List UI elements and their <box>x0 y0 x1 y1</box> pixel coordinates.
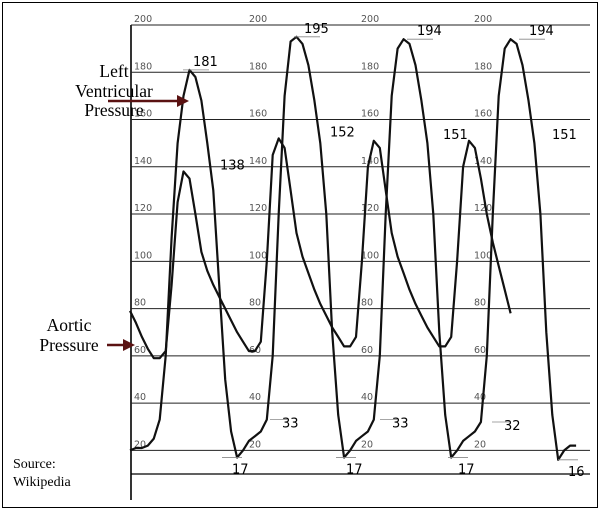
y-tick-label: 120 <box>361 203 379 214</box>
y-tick-label: 160 <box>249 109 267 120</box>
lv-peak-label: 181 <box>193 55 218 70</box>
y-tick-label: 100 <box>474 250 492 261</box>
minimum-pressure-label: 17 <box>346 462 363 477</box>
y-tick-label: 80 <box>474 298 486 309</box>
y-tick-label: 200 <box>249 14 267 25</box>
lv-peak-label: 194 <box>417 24 442 39</box>
y-tick-label: 20 <box>249 439 261 450</box>
y-tick-label: 80 <box>249 298 261 309</box>
minimum-pressure-label: 17 <box>458 462 475 477</box>
lv-label-line-3: Pressure <box>55 101 173 121</box>
y-tick-label: 160 <box>361 109 379 120</box>
aortic-pressure-line <box>130 138 511 358</box>
y-tick-label: 180 <box>361 61 379 72</box>
y-tick-label: 60 <box>134 345 146 356</box>
y-tick-label: 100 <box>249 250 267 261</box>
aortic-pressure-label: Aortic Pressure <box>14 316 124 355</box>
y-tick-label: 60 <box>474 345 486 356</box>
ao-label-line-2: Pressure <box>14 336 124 356</box>
minimum-pressure-label: 16 <box>568 465 585 480</box>
y-tick-label: 40 <box>249 392 261 403</box>
y-tick-label: 120 <box>134 203 152 214</box>
source-label: Source: <box>13 456 71 474</box>
y-tick-label: 200 <box>361 14 379 25</box>
aortic-peak-label: 151 <box>552 128 577 143</box>
end-diastolic-label: 33 <box>392 417 409 432</box>
y-tick-label: 200 <box>474 14 492 25</box>
y-tick-label: 200 <box>134 14 152 25</box>
source-note: Source: Wikipedia <box>13 456 71 491</box>
aortic-peak-label: 138 <box>220 159 245 174</box>
y-tick-label: 60 <box>361 345 373 356</box>
minimum-pressure-label: 17 <box>232 462 249 477</box>
y-tick-label: 120 <box>474 203 492 214</box>
lv-peak-label: 195 <box>304 22 329 37</box>
end-diastolic-label: 32 <box>504 419 521 434</box>
end-diastolic-label: 33 <box>282 417 299 432</box>
y-tick-label: 20 <box>361 439 373 450</box>
aortic-peak-label: 151 <box>443 128 468 143</box>
y-tick-label: 20 <box>474 439 486 450</box>
y-tick-label: 40 <box>361 392 373 403</box>
y-tick-label: 120 <box>249 203 267 214</box>
aortic-peak-label: 152 <box>330 125 355 140</box>
y-tick-label: 140 <box>249 156 267 167</box>
y-tick-label: 160 <box>474 109 492 120</box>
lv-peak-label: 194 <box>529 24 554 39</box>
lv-pressure-label: Left Ventricular Pressure <box>55 62 173 121</box>
y-tick-label: 180 <box>249 61 267 72</box>
y-tick-label: 40 <box>134 392 146 403</box>
lv-pressure-line <box>130 37 576 460</box>
lv-label-line-1: Left <box>55 62 173 82</box>
y-tick-label: 100 <box>134 250 152 261</box>
y-tick-label: 180 <box>474 61 492 72</box>
lv-label-line-2: Ventricular <box>55 82 173 102</box>
y-tick-label: 140 <box>134 156 152 167</box>
source-name: Wikipedia <box>13 474 71 492</box>
y-tick-label: 100 <box>361 250 379 261</box>
y-tick-label: 80 <box>134 298 146 309</box>
y-tick-label: 80 <box>361 298 373 309</box>
ao-label-line-1: Aortic <box>14 316 124 336</box>
